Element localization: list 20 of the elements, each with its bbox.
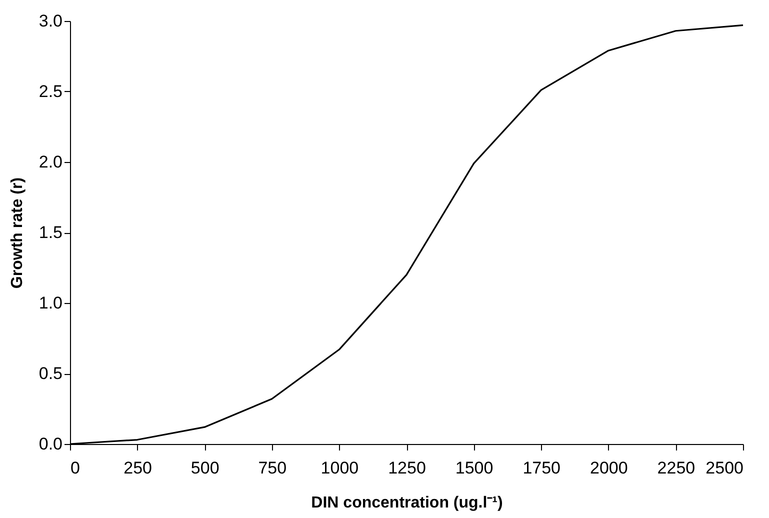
y-tick-label: 1.0 — [38, 294, 62, 312]
y-axis-title: Growth rate (r) — [8, 177, 26, 289]
y-tick-label: 2.5 — [38, 82, 62, 101]
x-tick-label: 2250 — [657, 458, 696, 478]
x-tick-label: 1500 — [455, 458, 494, 478]
x-tick-label: 500 — [190, 458, 220, 478]
x-axis-title: DIN concentration (ug.l⁻¹) — [311, 494, 503, 512]
y-tick-label: 1.5 — [38, 223, 62, 242]
y-tick-label: 3.0 — [38, 12, 62, 30]
x-tick-label: 1750 — [522, 458, 561, 478]
x-tick-label: 0 — [70, 458, 80, 478]
x-tick-label: 750 — [258, 458, 287, 478]
x-tick-label: 250 — [124, 458, 152, 478]
x-tick-label: 2000 — [590, 458, 628, 478]
x-tick-label: 2500 — [706, 458, 744, 478]
x-tick-label: 1250 — [388, 458, 426, 478]
y-tick-label: 0.0 — [38, 434, 62, 454]
y-tick-label: 0.5 — [38, 364, 62, 383]
y-tick-label: 2.0 — [38, 152, 62, 172]
x-tick-label: 1000 — [320, 458, 359, 478]
